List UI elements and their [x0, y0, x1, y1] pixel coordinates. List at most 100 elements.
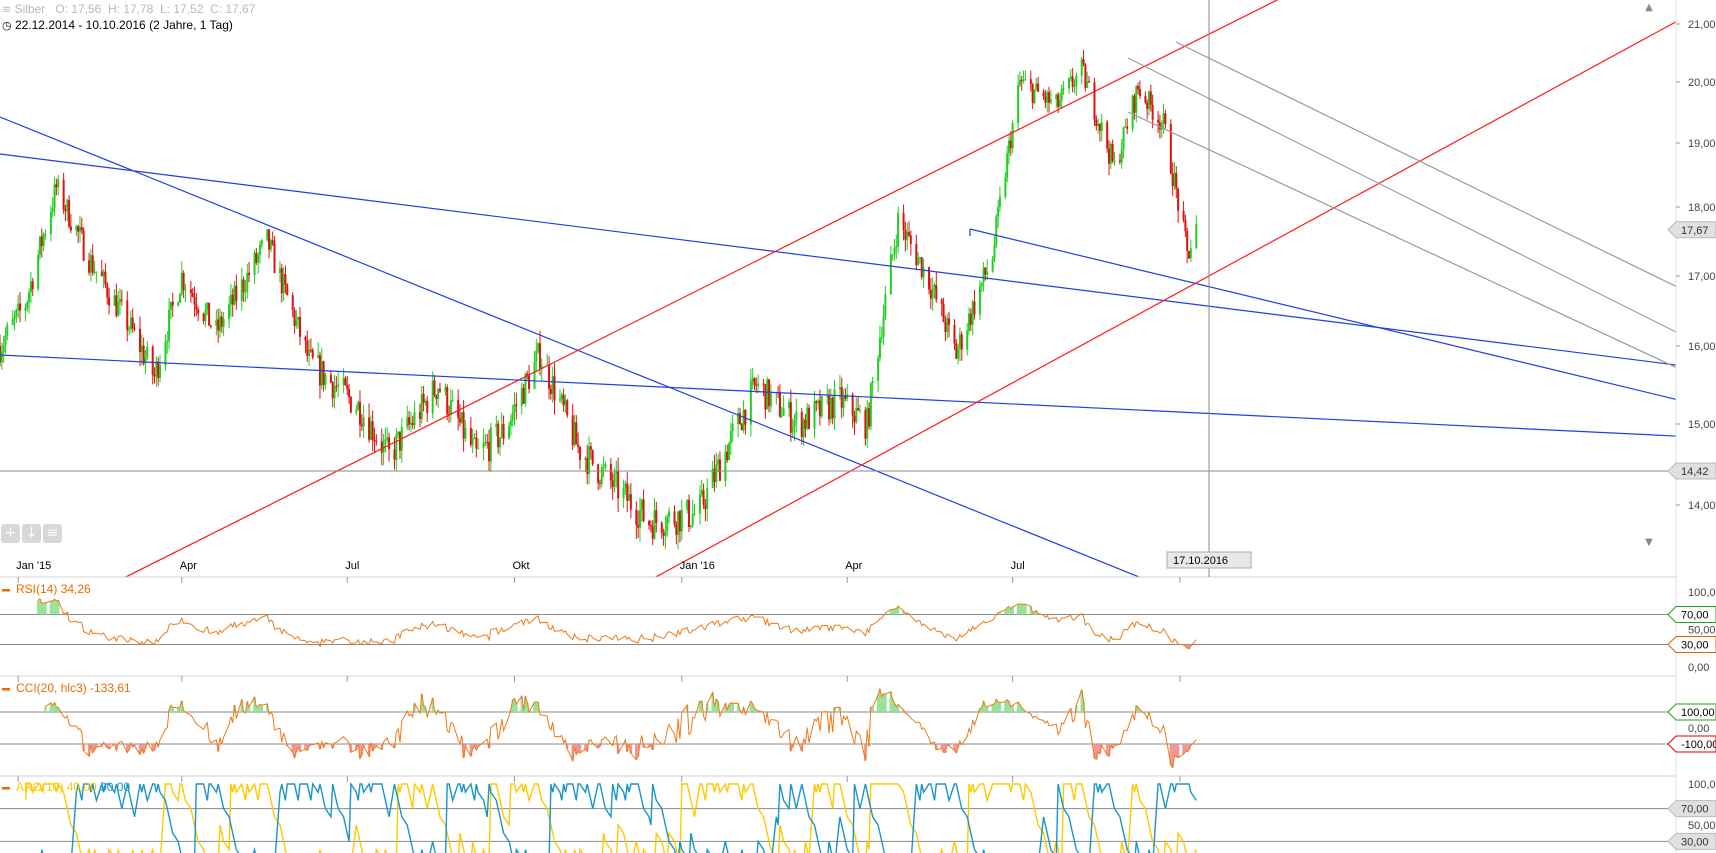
- rsi-oversold-tag-box: [1667, 636, 1716, 653]
- y-tick-label: 15,00: [1688, 419, 1716, 431]
- candle-down: [662, 532, 665, 536]
- cci-panel: [0, 687, 1676, 769]
- candle-up: [51, 207, 54, 212]
- candle-down: [1048, 92, 1051, 103]
- candle-up: [129, 317, 132, 329]
- candle-up: [4, 335, 7, 346]
- candle-down: [549, 388, 552, 395]
- candle-up: [980, 282, 983, 287]
- candle-up: [1008, 140, 1011, 154]
- candle-down: [293, 310, 296, 326]
- candle-down: [68, 199, 71, 227]
- date-range: 22.12.2014 - 10.10.2016 (2 Jahre, 1 Tag): [14, 18, 233, 32]
- trendline-red-lower: [654, 21, 1676, 577]
- candle-up: [968, 313, 971, 331]
- candle-up: [995, 216, 998, 245]
- candle-up: [689, 525, 692, 528]
- candle-up: [724, 451, 727, 482]
- candle-up: [982, 267, 985, 283]
- candle-up: [464, 427, 467, 439]
- candle-up: [1100, 121, 1103, 131]
- candle-down: [598, 482, 601, 484]
- menu-icon[interactable]: ≡: [43, 524, 62, 543]
- rsi-overbought-tag-box: [1667, 606, 1716, 623]
- trendlines[interactable]: [0, 0, 1716, 810]
- y-tick-label: 21,00: [1688, 19, 1716, 31]
- candle-up: [880, 337, 883, 339]
- candle-up: [269, 240, 272, 250]
- candle-down: [948, 318, 951, 325]
- candle-down: [1149, 91, 1152, 105]
- candle-down: [755, 384, 758, 386]
- candle-down: [286, 284, 289, 296]
- candle-down: [857, 408, 860, 411]
- candle-up: [113, 295, 116, 306]
- candle-down: [273, 243, 276, 274]
- y-tick-label: 20,00: [1688, 77, 1716, 89]
- candle-down: [171, 301, 174, 306]
- candle-up: [838, 387, 841, 390]
- candle-up: [29, 281, 32, 293]
- candle-up: [495, 423, 498, 428]
- candle-up: [998, 196, 1001, 207]
- candle-down: [1031, 84, 1034, 103]
- candle-up: [1018, 79, 1021, 86]
- candle-down: [1111, 143, 1114, 161]
- candle-down: [815, 401, 818, 403]
- scroll-up-icon[interactable]: ▲: [1645, 2, 1653, 13]
- candle-down: [577, 444, 580, 447]
- trendline-blue-short: [969, 228, 1676, 400]
- instrument-line: ≋ Silber O: 17,56 H: 17,78 L: 17,52 C: 1…: [2, 2, 255, 16]
- candle-up: [413, 412, 416, 426]
- candle-down: [195, 304, 198, 310]
- candle-up: [564, 400, 567, 406]
- candle-down: [635, 509, 638, 525]
- candle-down: [648, 520, 651, 526]
- candle-down: [526, 373, 529, 376]
- candle-down: [462, 412, 465, 439]
- candle-up: [793, 420, 796, 428]
- y-tick-label: 14,00: [1688, 500, 1716, 512]
- plus-icon[interactable]: +: [1, 524, 20, 543]
- candle-up: [146, 346, 149, 358]
- candle-up: [997, 206, 1000, 217]
- candle-up: [791, 427, 794, 433]
- x-tick-label: Apr: [180, 560, 197, 572]
- candle-down: [762, 383, 765, 385]
- candle-down: [1098, 123, 1101, 131]
- candle-down: [1137, 86, 1140, 90]
- candle-up: [295, 319, 298, 326]
- candle-down: [475, 437, 478, 449]
- cci-oversold-tag: -100,00: [1681, 739, 1716, 751]
- candle-up: [600, 467, 603, 484]
- candle-up: [386, 437, 389, 440]
- candle-down: [88, 260, 91, 273]
- candle-down: [1158, 122, 1161, 130]
- candle-down: [151, 346, 154, 376]
- candle-up: [166, 340, 169, 343]
- candle-up: [897, 212, 900, 247]
- candle-down: [106, 284, 109, 298]
- candle-down: [851, 394, 854, 416]
- candle-up: [1124, 126, 1127, 128]
- candle-up: [700, 490, 703, 495]
- axis-labels: Jan '15 Apr Jul Okt Jan '16 Apr Jul 17.10.2016 2…: [2, 19, 1716, 850]
- candle-down: [808, 407, 811, 429]
- candle-down: [142, 345, 145, 364]
- rsi-y-tick-label: 50,00: [1688, 625, 1716, 637]
- ohlc-values: O: 17,56 H: 17,78 L: 17,52 C: 17,67: [55, 2, 256, 16]
- candle-up: [1086, 81, 1089, 88]
- download-icon[interactable]: ↓: [22, 524, 41, 543]
- candle-down: [64, 209, 67, 212]
- candle-up: [1006, 153, 1009, 178]
- crosshair-date-label: 17.10.2016: [1173, 555, 1228, 567]
- candle-up: [615, 471, 618, 474]
- cci-overbought-tag: 100,00: [1681, 707, 1715, 719]
- scroll-down-icon[interactable]: ▼: [1645, 537, 1653, 548]
- cci-oversold-fill: [82, 744, 1193, 768]
- candle-down: [1126, 126, 1129, 129]
- candle-up: [1049, 99, 1052, 103]
- candle-down: [578, 446, 581, 460]
- candle-up: [24, 307, 27, 311]
